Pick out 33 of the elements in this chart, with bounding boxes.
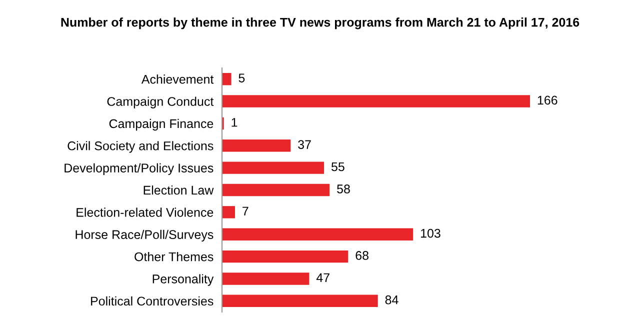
- data-label: 166: [538, 96, 558, 105]
- bar: [222, 162, 324, 174]
- data-label: 47: [316, 273, 330, 282]
- data-label: 68: [356, 251, 368, 260]
- y-tick-label: Campaign Finance: [109, 118, 214, 131]
- bar: [222, 184, 330, 196]
- y-tick-label: Other Themes: [134, 252, 214, 262]
- y-tick-label: Personality: [152, 274, 214, 286]
- bar: [222, 228, 414, 240]
- data-label: 37: [298, 140, 311, 149]
- bar: [222, 95, 530, 108]
- data-label: 55: [331, 162, 344, 172]
- y-tick-label: Horse Race/Poll/Surveys: [76, 230, 214, 242]
- bar: [222, 250, 348, 263]
- chart-title: Number of reports by theme in three TV news programs from March 21 to April 17, 2016: [61, 18, 580, 30]
- data-label: 1: [232, 118, 238, 127]
- y-tick-label: Civil Society and Elections: [68, 141, 214, 153]
- bar: [222, 272, 310, 285]
- y-tick-label: Election-related Violence: [76, 208, 214, 217]
- bar: [222, 72, 232, 86]
- data-label: 103: [421, 228, 440, 238]
- y-tick-label: Development/Policy Issues: [64, 163, 214, 175]
- y-tick-label: Political Controversies: [91, 296, 214, 306]
- data-label: 7: [242, 206, 248, 216]
- data-label: 58: [337, 184, 350, 194]
- data-label: 84: [385, 295, 398, 304]
- y-tick-label: Election Law: [144, 185, 214, 195]
- y-tick-label: Campaign Conduct: [107, 96, 214, 108]
- y-tick-label: Achievement: [141, 74, 214, 84]
- bar: [222, 140, 291, 152]
- bar: [222, 206, 235, 218]
- data-label: 5: [238, 74, 245, 82]
- bar: [222, 294, 378, 308]
